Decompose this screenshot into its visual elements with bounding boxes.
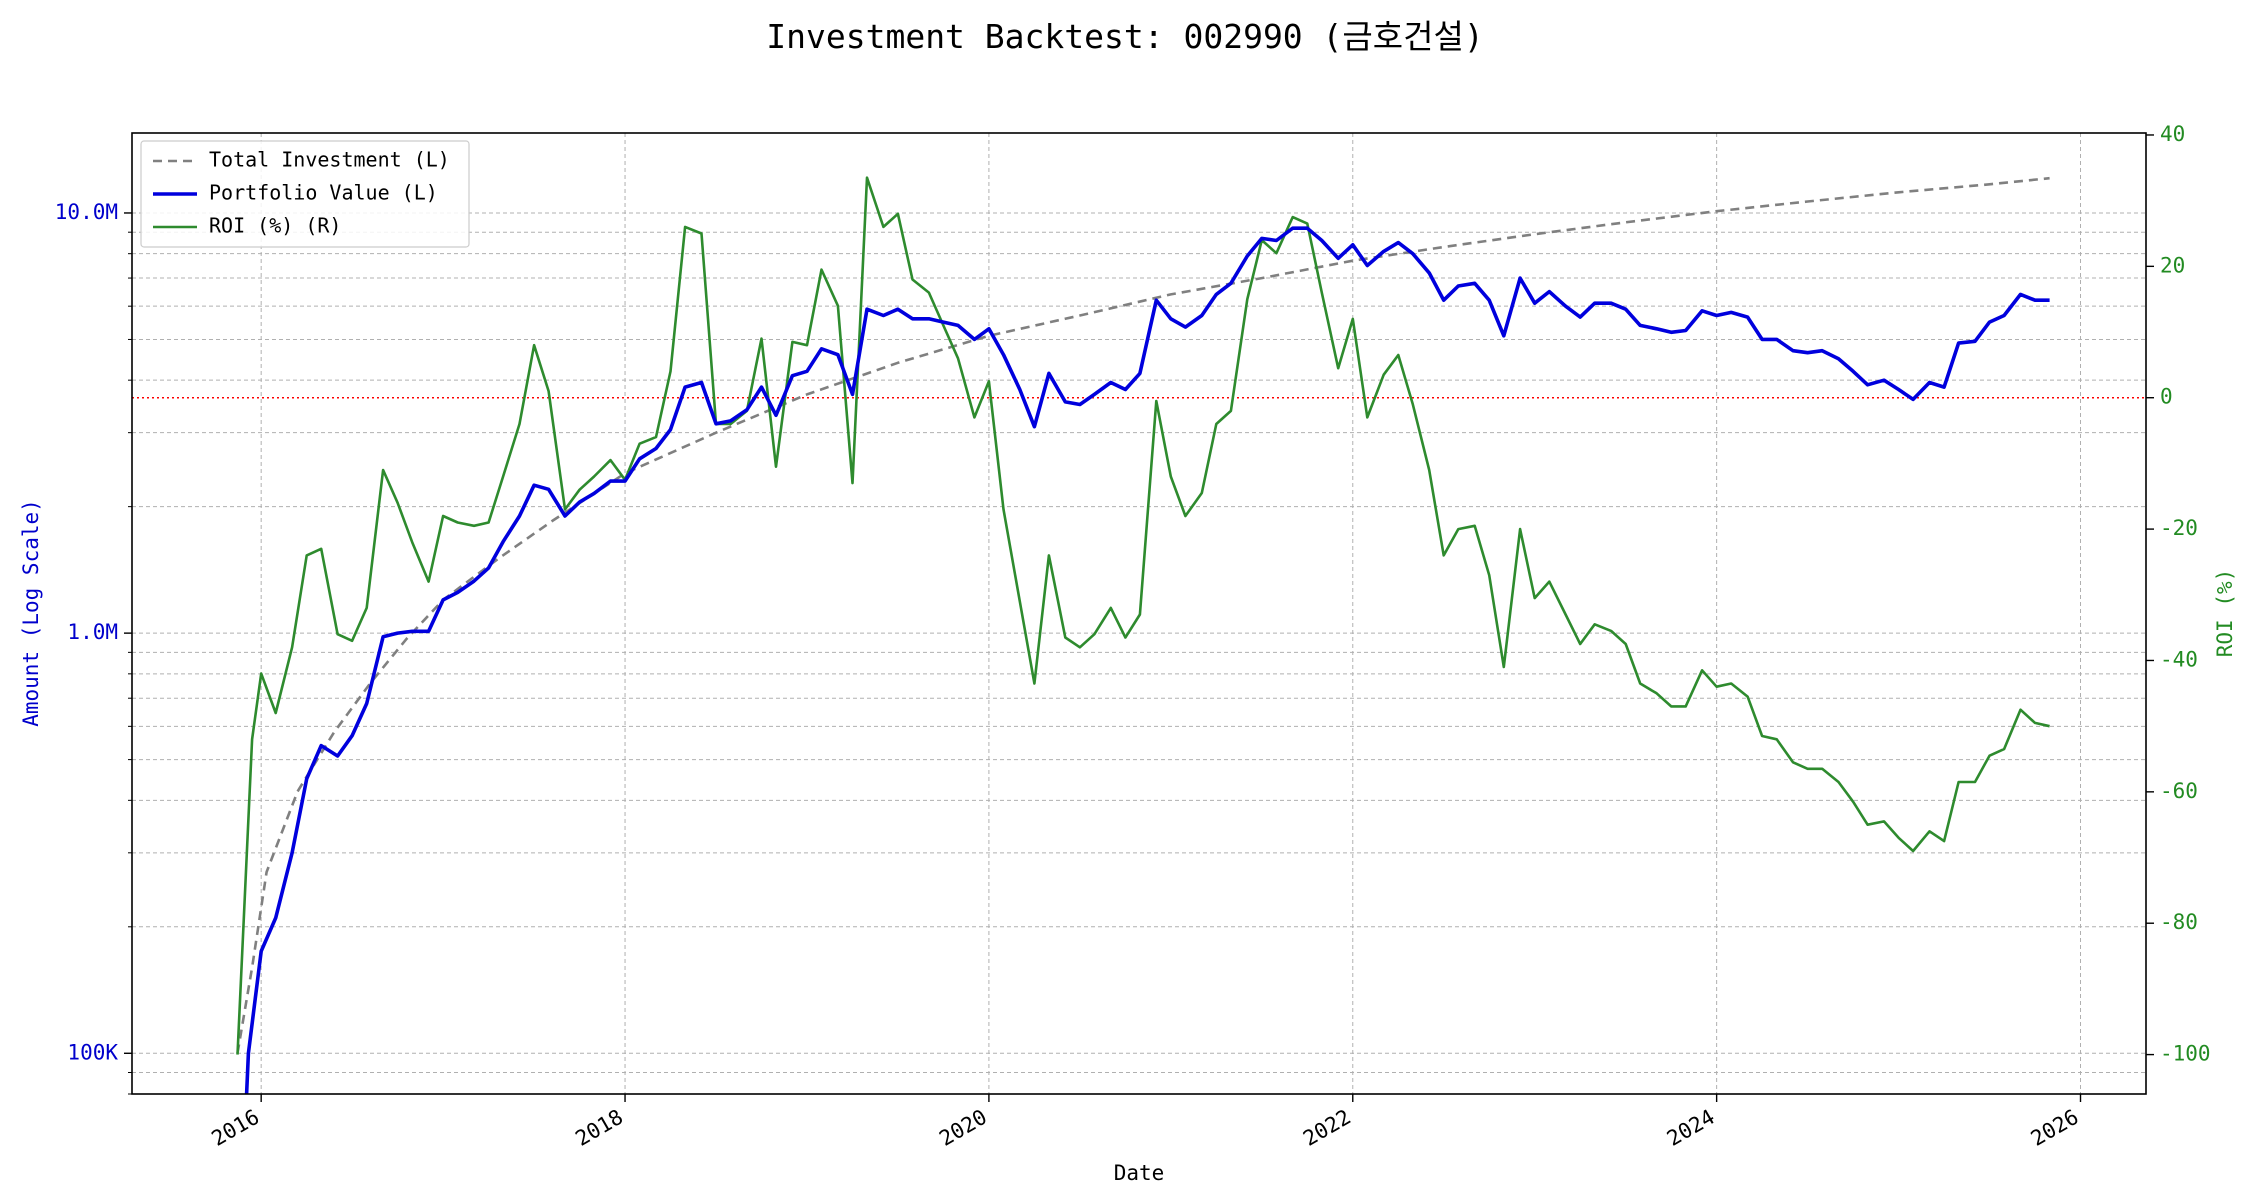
x-tick-label: 2026 — [2027, 1105, 2083, 1151]
series-lines — [236, 176, 2050, 1095]
portfolio-value-line — [244, 226, 2050, 1095]
legend-label: ROI (%) (R) — [209, 214, 341, 238]
legend-box — [140, 140, 470, 248]
legend-label: Total Investment (L) — [209, 148, 450, 172]
y-right-axis-label: ROI (%) — [2213, 569, 2237, 658]
grid — [132, 133, 2146, 1095]
x-tick-label: 2022 — [1299, 1105, 1355, 1151]
y-left-axis-label: Amount (Log Scale) — [19, 499, 43, 727]
y-right-tick-label: 20 — [2160, 253, 2185, 277]
y-left-tick-label: 100K — [67, 1040, 118, 1064]
legend: Total Investment (L) Portfolio Value (L) R… — [140, 140, 470, 248]
total-investment-line — [236, 176, 2050, 1054]
x-axis-label: Date — [1114, 1161, 1165, 1185]
y-left-tick-label: 10.0M — [55, 200, 118, 224]
x-tick-label: 2024 — [1663, 1105, 1719, 1151]
chart-title: Investment Backtest: 002990 (금호건설) — [766, 17, 1483, 56]
x-tick-label: 2020 — [935, 1105, 991, 1151]
y-right-tick-label: -20 — [2160, 516, 2198, 540]
legend-label: Portfolio Value (L) — [209, 181, 438, 205]
roi-line — [236, 176, 2050, 1055]
y-right-tick-label: -80 — [2160, 910, 2198, 934]
axis-ticks: 2016 2018 2020 2022 2024 2026 100K 1.0M 10.0M 40 2… — [55, 122, 2211, 1151]
x-tick-label: 2016 — [207, 1105, 263, 1151]
y-right-tick-label: -40 — [2160, 647, 2198, 671]
plot-frame — [131, 132, 2147, 1095]
y-right-tick-label: 0 — [2160, 385, 2173, 409]
y-left-tick-label: 1.0M — [67, 620, 118, 644]
y-right-tick-label: -100 — [2160, 1042, 2211, 1066]
y-right-tick-label: -60 — [2160, 779, 2198, 803]
x-tick-label: 2018 — [571, 1105, 627, 1151]
y-right-tick-label: 40 — [2160, 122, 2185, 146]
